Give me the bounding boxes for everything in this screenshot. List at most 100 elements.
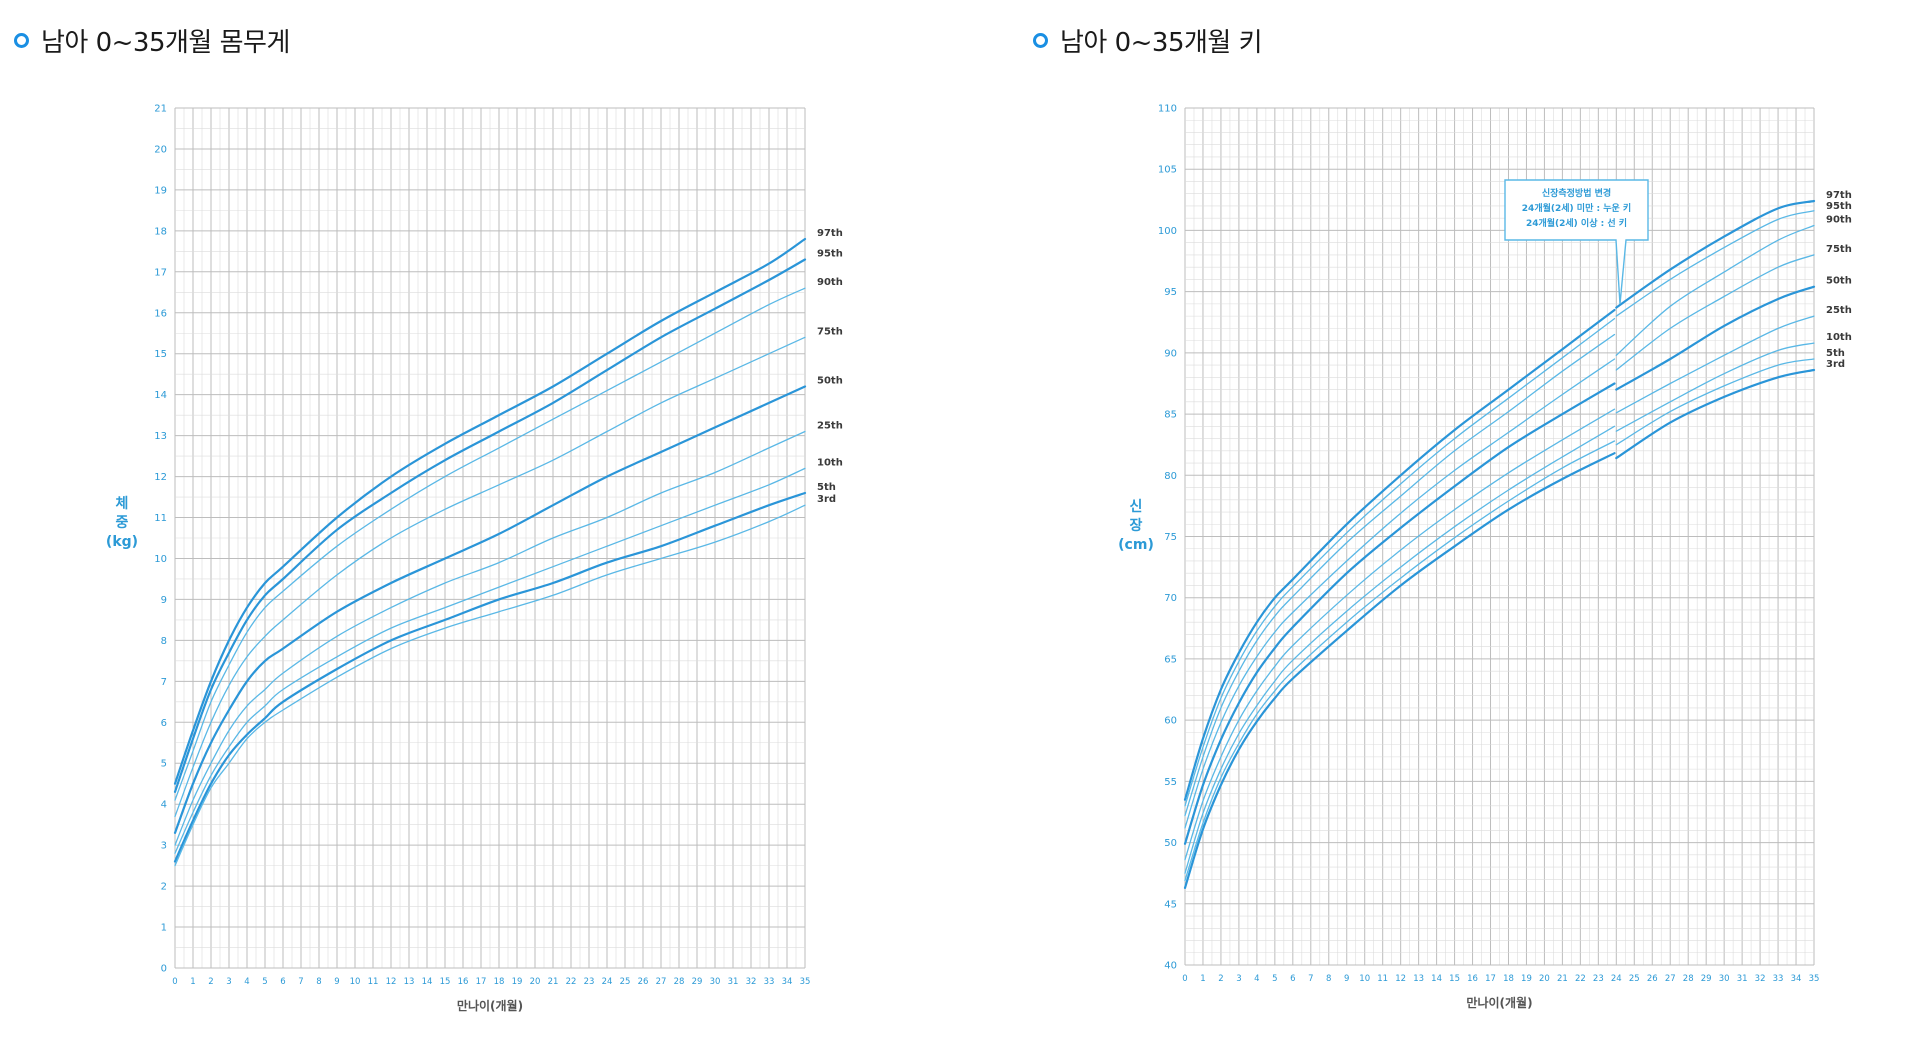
weight-chart-title: 남아 0~35개월 몸무게 [41,28,290,58]
series-line-10th [1184,425,1616,874]
x-tick-label: 15 [1449,974,1460,984]
x-tick-label: 28 [1683,974,1694,984]
series-line-5th [1615,358,1815,446]
series-label-3rd: 3rd [817,494,836,505]
x-tick-label: 19 [1521,974,1532,984]
series-line-5th [1184,440,1616,882]
y-axis-title-line: 중 [116,515,129,531]
y-tick-label: 70 [1164,593,1177,604]
weight-chart-header: 남아 0~35개월 몸무게 [14,22,290,59]
x-tick-label: 27 [1665,974,1676,984]
x-tick-label: 7 [1308,974,1313,984]
x-tick-label: 25 [1629,974,1640,984]
y-tick-label: 17 [154,267,167,278]
x-tick-label: 18 [494,977,505,987]
y-tick-label: 100 [1158,226,1177,237]
x-tick-label: 30 [1719,974,1730,984]
series-line-3rd [174,504,806,867]
series-label-10th: 10th [1826,332,1852,343]
series-label-90th: 90th [817,277,843,288]
x-tick-label: 11 [1377,974,1388,984]
y-tick-label: 50 [1164,838,1177,849]
series-line-50th [1183,382,1616,845]
y-tick-label: 20 [154,144,167,155]
x-tick-label: 5 [262,977,267,987]
series-line-50th [173,385,807,834]
x-tick-label: 32 [1755,974,1766,984]
series-label-90th: 90th [1826,215,1852,226]
series-line-90th [1615,224,1815,356]
height-chart-header: 남아 0~35개월 키 [1033,22,1263,59]
y-tick-label: 75 [1164,532,1177,543]
x-tick-label: 19 [512,977,523,987]
series-line-75th [1184,358,1616,829]
series-label-95th: 95th [817,249,843,260]
y-tick-label: 14 [154,390,167,401]
x-tick-label: 29 [1701,974,1712,984]
series-line-25th [1184,408,1616,861]
y-tick-label: 3 [161,841,167,852]
y-tick-label: 6 [161,718,167,729]
x-tick-label: 9 [334,977,339,987]
callout-text-line: 24개월(2세) 미만 : 누운 키 [1522,202,1631,214]
x-tick-label: 2 [208,977,213,987]
x-tick-label: 12 [1395,974,1406,984]
x-tick-label: 4 [244,977,249,987]
series-line-5th [173,491,807,863]
series-label-5th: 5th [1826,348,1845,359]
x-tick-label: 33 [1773,974,1784,984]
x-tick-label: 17 [476,977,487,987]
x-tick-label: 14 [1431,974,1442,984]
y-axis-title-line: (kg) [106,534,138,550]
series-line-95th [173,258,807,793]
series-label-97th: 97th [1826,190,1852,201]
x-tick-label: 17 [1485,974,1496,984]
x-tick-label: 5 [1272,974,1277,984]
x-tick-label: 10 [350,977,361,987]
y-tick-label: 65 [1164,654,1177,665]
height-chart-panel: 남아 0~35개월 키 40 45 50 55 60 65 70 75 80 85 90 95 100 1… [1015,0,1913,1054]
x-tick-label: 34 [1791,974,1802,984]
x-tick-label: 23 [1593,974,1604,984]
y-tick-label: 21 [154,104,167,115]
y-tick-label: 55 [1164,777,1177,788]
x-tick-label: 0 [172,977,177,987]
chart-grid [174,107,806,969]
y-tick-label: 110 [1158,104,1177,115]
series-line-50th [1615,285,1816,391]
measurement-change-callout: 신장측정방법 변경 24개월(2세) 미만 : 누운 키 24개월(2세) 이상 :… [1504,179,1649,305]
x-tick-label: 25 [620,977,631,987]
x-tick-label: 30 [710,977,721,987]
x-tick-label: 3 [226,977,231,987]
x-axis-title: 만나이(개월) [1466,995,1532,1010]
x-tick-label: 24 [1611,974,1622,984]
x-tick-label: 26 [638,977,649,987]
x-tick-label: 11 [368,977,379,987]
callout-text-line: 신장측정방법 변경 [1542,187,1611,199]
x-tick-label: 34 [782,977,793,987]
series-label-3rd: 3rd [1826,359,1845,370]
y-tick-label: 5 [161,759,167,770]
x-axis-title: 만나이(개월) [457,998,523,1013]
x-tick-label: 16 [458,977,469,987]
y-axis-title-line: (cm) [1118,537,1154,553]
series-line-10th [174,467,806,854]
x-tick-label: 1 [190,977,195,987]
series-label-75th: 75th [1826,244,1852,255]
series-label-25th: 25th [817,421,843,432]
y-tick-label: 2 [161,882,167,893]
x-tick-label: 2 [1218,974,1223,984]
y-tick-label: 0 [161,964,167,975]
y-tick-label: 45 [1164,899,1177,910]
series-lines [173,237,807,867]
callout-box [1504,179,1649,305]
x-tick-label: 32 [746,977,757,987]
x-tick-label: 13 [1413,974,1424,984]
x-tick-label: 20 [1539,974,1550,984]
x-tick-label: 1 [1200,974,1205,984]
x-tick-label: 0 [1182,974,1187,984]
series-label-50th: 50th [1826,276,1852,287]
